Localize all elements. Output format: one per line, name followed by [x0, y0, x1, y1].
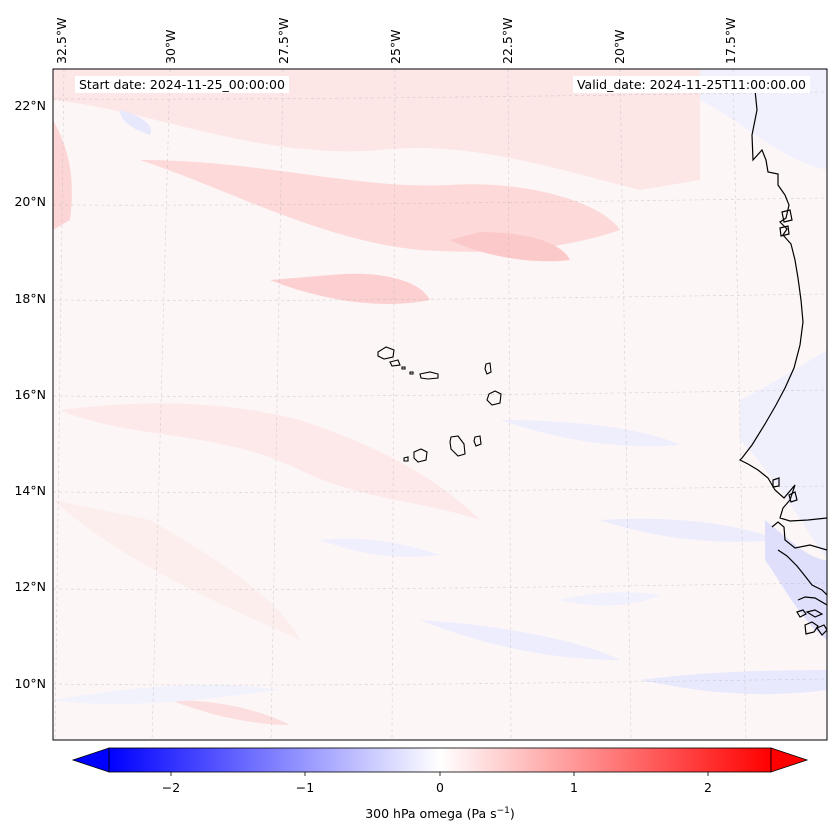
lat-label: 20°N: [14, 194, 46, 209]
lat-label: 18°N: [14, 291, 46, 306]
island-maio: [473, 435, 482, 447]
cape-verde-islands: [377, 346, 502, 463]
start-date-title: Start date: 2024-11-25_00:00:00: [75, 76, 289, 93]
colorbar-body: [108, 747, 772, 773]
lon-label: 30°W: [163, 29, 178, 64]
colorbar-extend-low: [71, 747, 110, 773]
valid-date-title: Valid_date: 2024-11-25T11:00:00.00: [572, 76, 810, 93]
colorbar-label: 300 hPa omega (Pa s−1): [0, 806, 837, 821]
colorbar-tick-label: −2: [161, 780, 181, 795]
island-boa-vista: [486, 390, 502, 406]
island-santiago: [449, 435, 466, 457]
colorbar-tick-label: 1: [570, 780, 578, 795]
lon-label: 27.5°W: [276, 17, 291, 64]
colorbar-tick-label: 0: [436, 780, 444, 795]
colorbar-label-suffix: ): [509, 806, 515, 822]
lat-label: 10°N: [14, 676, 46, 691]
island-santo-antao: [377, 346, 395, 360]
lon-label: 25°W: [388, 29, 403, 64]
lat-label: 14°N: [14, 483, 46, 498]
lon-label: 32.5°W: [54, 17, 69, 64]
lat-label: 16°N: [14, 387, 46, 402]
island-sao-vicente: [389, 359, 401, 367]
lat-label: 22°N: [14, 98, 46, 113]
omega-field: [53, 69, 827, 740]
colorbar-tick-marks: [170, 772, 709, 776]
island-santa-luzia: [401, 366, 406, 370]
island-fogo: [413, 448, 428, 463]
gridlines: [53, 69, 827, 740]
lon-label: 17.5°W: [723, 17, 738, 64]
lon-label: 22.5°W: [500, 17, 515, 64]
island-sal: [484, 362, 492, 375]
colorbar-label-exponent: −1: [496, 806, 510, 816]
map-frame: [52, 68, 828, 741]
colorbar-tick-label: 2: [704, 780, 712, 795]
lat-label: 12°N: [14, 579, 46, 594]
island-sao-nicolau: [419, 371, 439, 380]
colorbar-tick-label: −1: [295, 780, 315, 795]
african-coastline: [738, 89, 827, 636]
island-brava: [403, 456, 409, 462]
lon-label: 20°W: [612, 29, 627, 64]
colorbar-label-text: 300 hPa omega (Pa s: [365, 806, 497, 822]
colorbar: [71, 747, 809, 776]
colorbar-extend-high: [770, 747, 809, 773]
